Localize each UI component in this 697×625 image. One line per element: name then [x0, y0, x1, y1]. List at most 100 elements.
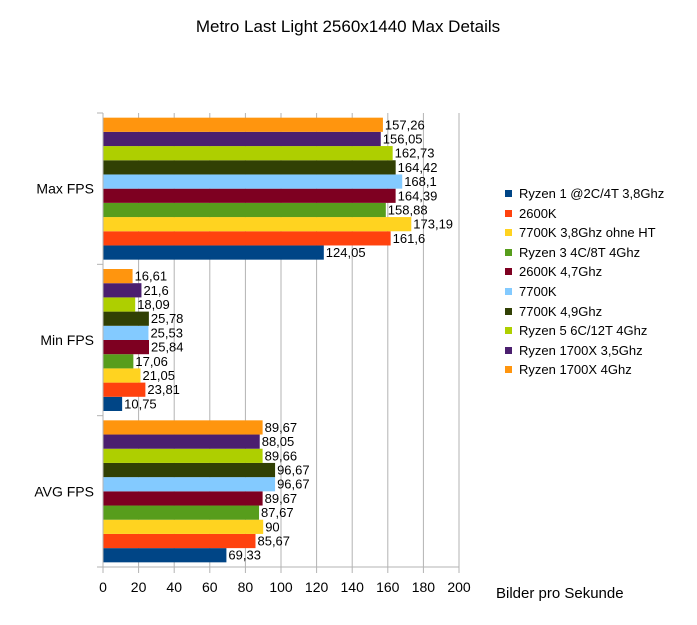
bar	[103, 533, 256, 549]
bar	[103, 297, 136, 312]
category-label: AVG FPS	[34, 483, 94, 499]
x-tick-label: 60	[202, 579, 218, 595]
x-tick-label: 100	[269, 579, 293, 595]
x-tick-label: 80	[238, 579, 254, 595]
x-axis-title: Bilder pro Sekunde	[496, 585, 624, 602]
data-label: 124,05	[326, 245, 366, 260]
data-label: 17,06	[135, 354, 168, 369]
data-label: 168,1	[404, 174, 437, 189]
x-tick-label: 180	[412, 579, 436, 595]
data-label: 16,61	[135, 269, 168, 284]
bar	[103, 491, 263, 506]
legend-label: Ryzen 1 @2C/4T 3,8Ghz	[519, 186, 665, 201]
chart-title: Metro Last Light 2560x1440 Max Details	[196, 17, 500, 36]
legend-label: 7700K 3,8Ghz ohne HT	[519, 225, 656, 241]
legend-label: 7700K	[519, 283, 557, 299]
x-tick-label: 0	[99, 579, 107, 595]
data-label: 25,53	[150, 325, 183, 340]
data-label: 23,81	[147, 382, 180, 397]
data-label: 173,19	[413, 217, 453, 232]
bar	[103, 548, 227, 563]
bar	[103, 188, 396, 203]
legend-swatch	[505, 327, 512, 335]
legend-label: Ryzen 1700X 3,5Ghz	[519, 342, 643, 358]
bar	[103, 477, 276, 492]
bar	[103, 117, 383, 132]
data-label: 162,73	[395, 146, 435, 161]
bar	[103, 202, 386, 218]
legend-swatch	[505, 248, 512, 256]
legend-swatch	[505, 287, 512, 295]
legend-label: Ryzen 3 4C/8T 4Ghz	[519, 244, 641, 260]
bar	[103, 340, 149, 355]
data-label: 87,67	[261, 505, 294, 520]
axes: Max FPS Min FPS AVG FPS 0 20 40 60 80 100 120 140 1…	[34, 112, 471, 595]
legend-label: 2600K 4,7Ghz	[519, 264, 603, 280]
data-label: 96,67	[277, 477, 310, 492]
legend-swatch	[505, 229, 512, 237]
data-label: 18,09	[137, 297, 170, 312]
bar	[103, 505, 260, 520]
bar	[103, 160, 396, 175]
legend-item: Ryzen 1700X 3,5Ghz	[505, 341, 695, 361]
bar	[103, 217, 412, 232]
legend-label: 2600K	[519, 205, 557, 221]
legend-swatch	[505, 268, 512, 276]
bar	[103, 519, 264, 534]
data-label: 25,78	[151, 311, 184, 326]
data-label: 69,33	[228, 548, 261, 563]
data-labels: 124,05 161,6173,19158,88164,39168,1164,42…	[124, 117, 453, 562]
data-label: 156,05	[383, 131, 423, 146]
x-tick-label: 40	[166, 579, 182, 595]
data-label: 90	[265, 519, 279, 534]
legend-label: Ryzen 5 6C/12T 4Ghz	[519, 323, 648, 339]
x-tick-label: 20	[131, 579, 147, 595]
data-label: 85,67	[257, 534, 290, 549]
bar	[103, 368, 141, 383]
data-label: 89,66	[265, 448, 298, 463]
legend-swatch	[505, 346, 512, 354]
category-label: Min FPS	[40, 332, 94, 348]
legend-swatch	[505, 366, 512, 374]
data-label: 96,67	[277, 463, 310, 478]
bar	[103, 382, 146, 397]
legend-item: Ryzen 1700X 4Ghz	[505, 360, 695, 380]
data-label: 164,42	[398, 160, 438, 175]
legend-item: 2600K	[505, 204, 695, 224]
legend: Ryzen 1 @2C/4T 3,8Ghz 2600K 7700K 3,8Ghz o…	[505, 184, 695, 380]
bar	[103, 231, 391, 246]
bar	[103, 245, 324, 260]
legend-item: 7700K 4,9Ghz	[505, 302, 695, 322]
bar	[103, 325, 149, 340]
data-label: 89,67	[265, 491, 298, 506]
legend-item: 7700K 3,8Ghz ohne HT	[505, 223, 695, 243]
data-label: 88,05	[262, 434, 295, 449]
x-tick-label: 120	[305, 579, 329, 595]
data-label: 21,6	[143, 283, 168, 298]
bar	[103, 283, 142, 298]
bar	[103, 448, 263, 463]
bar	[103, 354, 134, 369]
bar	[103, 311, 149, 326]
bar	[103, 269, 133, 284]
x-tick-label: 140	[341, 579, 365, 595]
data-label: 10,75	[124, 396, 157, 411]
legend-swatch	[505, 190, 512, 197]
x-tick-label: 160	[376, 579, 400, 595]
data-label: 89,67	[265, 420, 298, 435]
legend-item: Ryzen 5 6C/12T 4Ghz	[505, 321, 695, 341]
data-label: 164,39	[398, 188, 438, 203]
bar	[103, 434, 260, 449]
x-tick-label: 200	[447, 579, 471, 595]
legend-swatch	[505, 209, 512, 217]
bar	[103, 396, 123, 411]
legend-item: 2600K 4,7Ghz	[505, 262, 695, 282]
legend-item: Ryzen 3 4C/8T 4Ghz	[505, 243, 695, 263]
legend-item: Ryzen 1 @2C/4T 3,8Ghz	[505, 184, 695, 204]
category-label: Max FPS	[36, 181, 94, 197]
bar	[103, 462, 276, 478]
data-label: 157,26	[385, 117, 425, 132]
legend-label: Ryzen 1700X 4Ghz	[519, 362, 632, 378]
data-label: 25,84	[151, 340, 184, 355]
